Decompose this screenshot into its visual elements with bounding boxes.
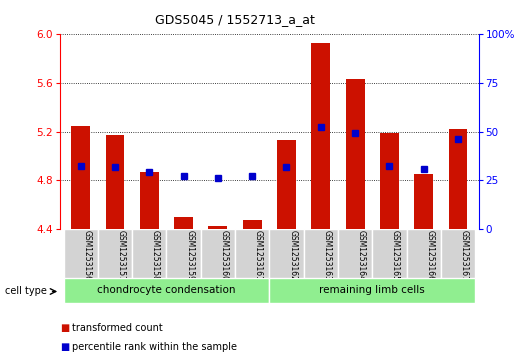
Bar: [235, 229, 269, 278]
Bar: [166, 229, 201, 278]
Bar: [338, 229, 372, 278]
Bar: [243, 220, 262, 229]
Text: ■: ■: [60, 342, 70, 352]
Text: GSM1253167: GSM1253167: [460, 230, 469, 281]
Text: GSM1253160: GSM1253160: [220, 230, 229, 281]
Bar: [311, 43, 330, 229]
Bar: [174, 217, 193, 229]
Text: chondrocyte condensation: chondrocyte condensation: [97, 285, 236, 295]
Bar: [106, 135, 124, 229]
Bar: [209, 226, 228, 229]
Text: GSM1253161: GSM1253161: [254, 230, 263, 281]
Bar: [304, 229, 338, 278]
Bar: [71, 126, 90, 229]
Bar: [406, 229, 441, 278]
Bar: [441, 229, 475, 278]
Bar: [132, 229, 166, 278]
Text: GSM1253164: GSM1253164: [357, 230, 366, 281]
Text: GSM1253157: GSM1253157: [117, 230, 126, 281]
Text: GSM1253159: GSM1253159: [185, 230, 195, 281]
Bar: [372, 229, 406, 278]
Text: percentile rank within the sample: percentile rank within the sample: [72, 342, 236, 352]
Bar: [98, 229, 132, 278]
Bar: [64, 278, 269, 303]
Text: ■: ■: [60, 323, 70, 333]
Bar: [449, 129, 468, 229]
Text: GDS5045 / 1552713_a_at: GDS5045 / 1552713_a_at: [155, 13, 315, 26]
Bar: [140, 172, 159, 229]
Bar: [201, 229, 235, 278]
Text: GSM1253162: GSM1253162: [288, 230, 297, 281]
Text: GSM1253165: GSM1253165: [391, 230, 400, 281]
Bar: [64, 229, 98, 278]
Bar: [346, 79, 365, 229]
Text: remaining limb cells: remaining limb cells: [320, 285, 425, 295]
Text: GSM1253156: GSM1253156: [83, 230, 92, 281]
Text: transformed count: transformed count: [72, 323, 163, 333]
Text: cell type: cell type: [5, 286, 47, 297]
Bar: [277, 140, 296, 229]
Bar: [269, 278, 475, 303]
Text: GSM1253158: GSM1253158: [151, 230, 160, 281]
Text: GSM1253166: GSM1253166: [425, 230, 435, 281]
Text: GSM1253163: GSM1253163: [323, 230, 332, 281]
Bar: [269, 229, 304, 278]
Bar: [380, 133, 399, 229]
Bar: [414, 174, 433, 229]
